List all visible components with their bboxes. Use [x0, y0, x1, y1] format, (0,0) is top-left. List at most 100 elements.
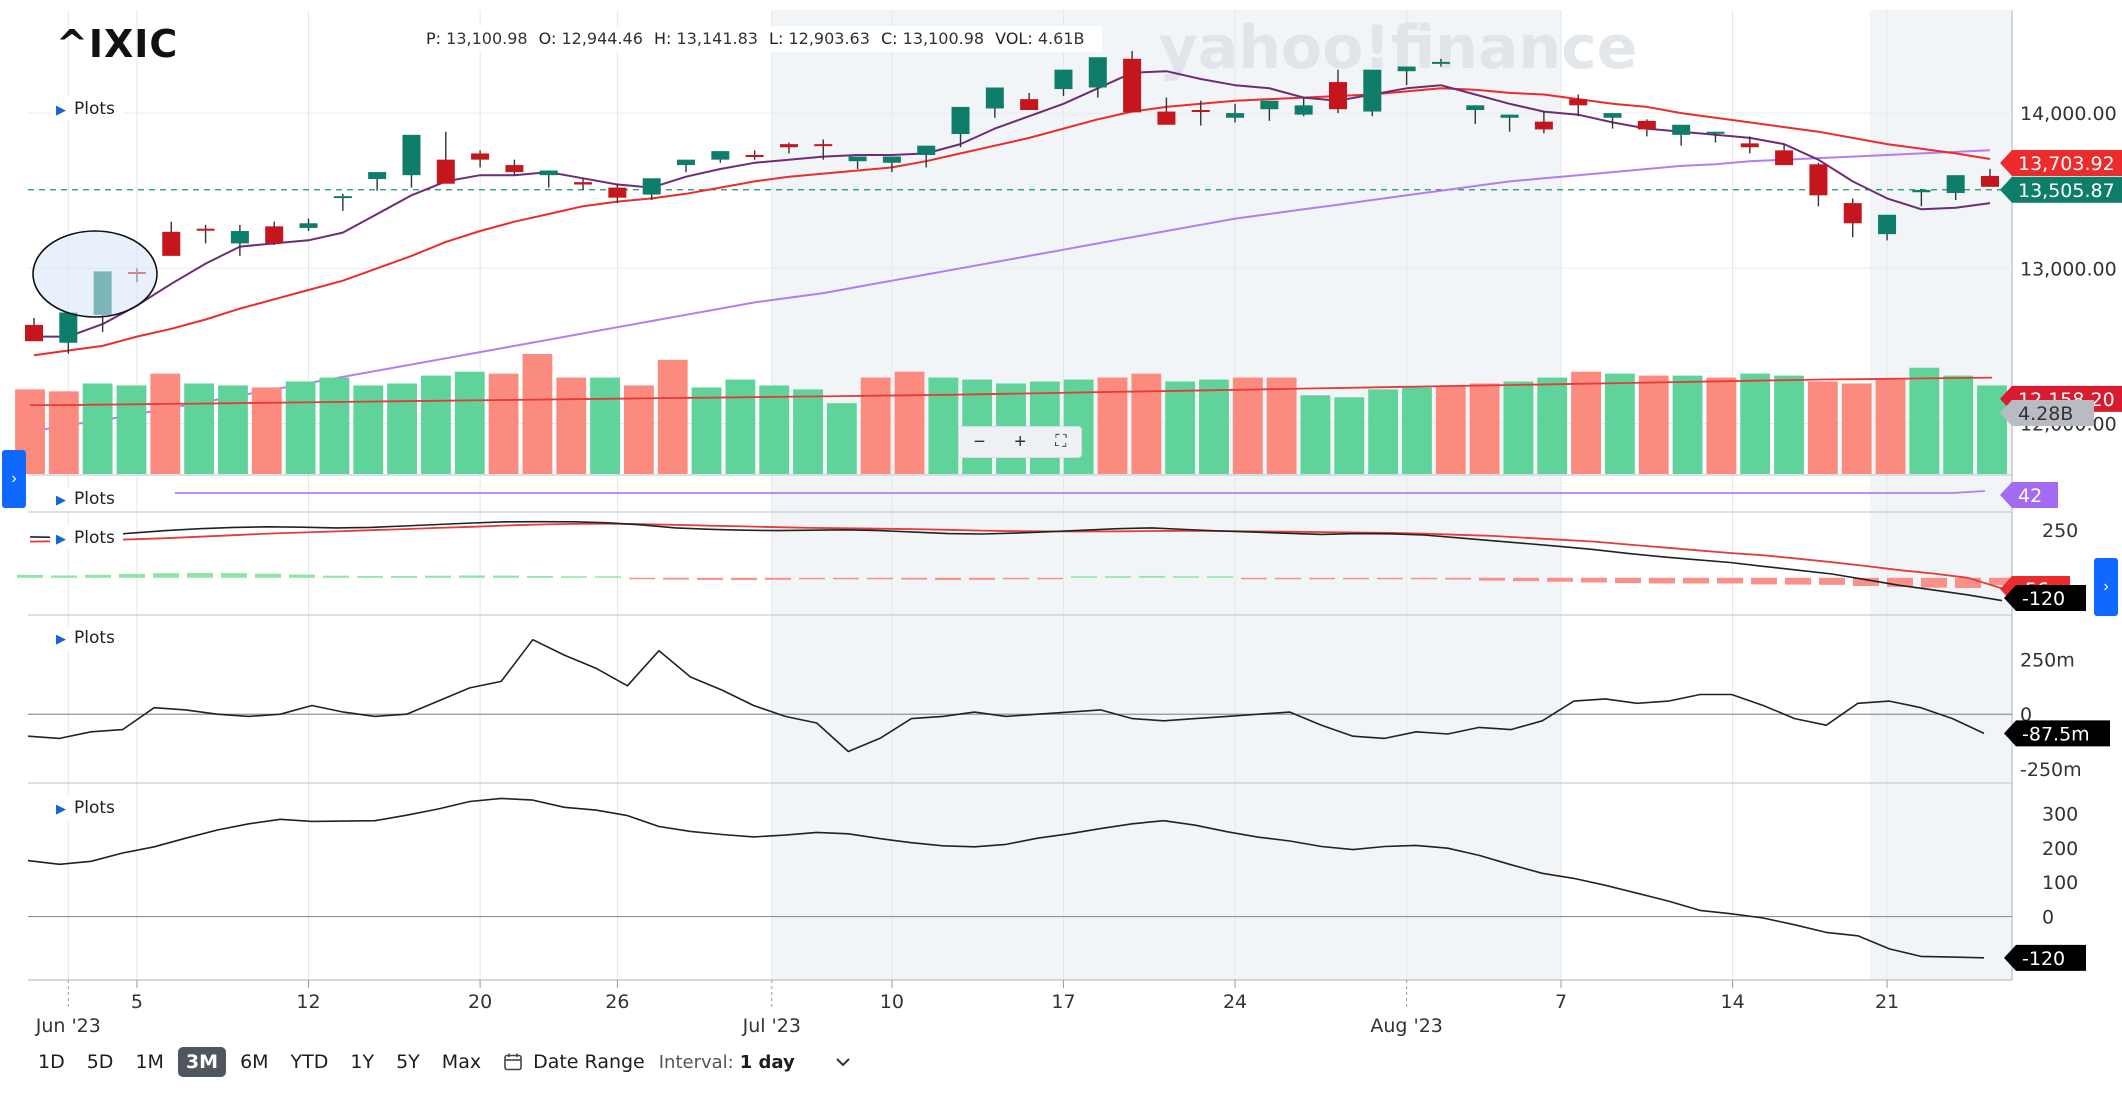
x-tick-label: 20	[468, 991, 492, 1013]
plots-toggle-main[interactable]: ▶ Plots	[50, 97, 123, 121]
plots-toggle-macd[interactable]: ▶ Plots	[50, 526, 123, 550]
candle-body	[1740, 143, 1759, 148]
macd-histogram-bar	[1547, 577, 1573, 582]
range-5d-button[interactable]: 5D	[86, 1051, 114, 1073]
range-5y-button[interactable]: 5Y	[396, 1051, 420, 1073]
candle-body	[779, 144, 798, 148]
candle-body	[1500, 114, 1519, 118]
macd-histogram-bar	[1955, 577, 1981, 589]
macd-histogram-bar	[255, 573, 281, 578]
candle-body	[985, 87, 1004, 109]
macd-histogram-bar	[153, 573, 179, 578]
candle	[436, 131, 455, 184]
indicator-badge-bg	[2000, 482, 2058, 508]
plots-toggle-ind1[interactable]: ▶ Plots	[50, 487, 123, 511]
moving-average-mid-line	[33, 87, 1991, 357]
volume-bar	[1604, 373, 1635, 474]
y-tick-label: -250m	[2020, 759, 2082, 781]
volume-badge-bg	[2000, 400, 2094, 426]
zoom-out-button[interactable]: −	[973, 430, 986, 453]
macd-badge-line: -120	[2022, 588, 2065, 610]
candle-body	[505, 165, 524, 173]
candle	[265, 221, 284, 245]
volume-bar	[860, 377, 891, 474]
candle	[368, 172, 387, 191]
macd-histogram-bar	[901, 577, 927, 580]
candle	[333, 193, 352, 211]
c-label: C:	[880, 29, 898, 48]
candle	[882, 156, 901, 173]
candle	[1637, 119, 1656, 137]
macd-histogram-bar	[1513, 577, 1539, 582]
price-badge-last-bg	[2000, 176, 2122, 203]
volume-bar	[1131, 373, 1162, 474]
x-tick-label: 12	[296, 991, 320, 1013]
o-label: O:	[538, 29, 557, 48]
fullscreen-icon[interactable]: ⛶	[1055, 433, 1067, 450]
range-ytd-button[interactable]: YTD	[290, 1051, 329, 1073]
macd-histogram-bar	[595, 576, 621, 578]
candle-body	[1809, 164, 1828, 196]
macd-histogram-bar	[1819, 577, 1845, 585]
candle	[608, 183, 627, 204]
p-value: 13,100.98	[446, 29, 528, 48]
c-value: 13,100.98	[902, 29, 985, 48]
volume-bar	[116, 385, 147, 474]
candle-body	[1260, 100, 1279, 110]
macd-histogram-bar	[1241, 577, 1267, 580]
ohlc-legend: P: 13,100.98 O: 12,944.46 H: 13,141.83 L…	[416, 26, 1103, 52]
x-tick-label: 14	[1721, 991, 1745, 1013]
macd-histogram-bar	[1139, 575, 1165, 578]
x-tick-label: 7	[1555, 991, 1567, 1013]
volume-bar	[1469, 383, 1500, 474]
month-band-aug-late	[1869, 10, 2012, 980]
left-panel-toggle[interactable]: ›	[2, 450, 26, 508]
candle	[196, 224, 215, 244]
interval-select[interactable]: Interval: 1 day	[659, 1052, 851, 1073]
candle-body	[1912, 189, 1931, 193]
candle	[59, 312, 78, 354]
range-1m-button[interactable]: 1M	[135, 1051, 164, 1073]
macd-histogram-bar	[85, 574, 111, 578]
month-band-july	[771, 10, 1562, 980]
candle-body	[230, 231, 249, 244]
macd-histogram-bar	[391, 575, 417, 578]
candle-body	[677, 159, 695, 166]
range-max-button[interactable]: Max	[441, 1051, 482, 1073]
zoom-in-button[interactable]: +	[1014, 430, 1027, 453]
oscillator-badge-bg	[2004, 720, 2110, 747]
macd-histogram-bar	[527, 576, 553, 578]
plots-toggle-osc2[interactable]: ▶ Plots	[50, 796, 123, 820]
plots-label: Plots	[74, 528, 115, 548]
candle-body	[848, 156, 867, 162]
candle-body	[1088, 57, 1107, 88]
plots-label: Plots	[74, 489, 115, 509]
chevron-right-icon: ›	[11, 470, 17, 487]
candle-body	[1706, 131, 1725, 134]
macd-histogram-bar	[1377, 577, 1403, 580]
candle	[1740, 136, 1759, 154]
volume-bar	[48, 391, 79, 474]
range-6m-button[interactable]: 6M	[240, 1051, 269, 1073]
range-1d-button[interactable]: 1D	[38, 1051, 65, 1073]
date-range-button[interactable]: Date Range	[503, 1051, 645, 1073]
range-3m-button[interactable]: 3M	[177, 1047, 227, 1077]
macd-histogram-bar	[425, 575, 451, 578]
macd-histogram-bar	[493, 575, 519, 578]
candle	[1157, 97, 1176, 125]
candle	[1946, 175, 1965, 200]
candle-body	[711, 151, 730, 160]
candle	[1981, 168, 1999, 187]
candle-body	[59, 312, 78, 343]
range-toolbar: 1D 5D 1M 3M 6M YTD 1Y 5Y Max Date Range …	[30, 1044, 851, 1080]
macd-histogram-bar	[799, 577, 825, 580]
plots-toggle-osc[interactable]: ▶ Plots	[50, 626, 123, 650]
volume-bar	[454, 371, 485, 474]
interval-value: 1 day	[739, 1051, 795, 1073]
macd-histogram-bar	[1445, 577, 1471, 580]
macd-histogram-bar	[1751, 577, 1777, 585]
right-panel-toggle[interactable]: ›	[2094, 558, 2118, 616]
range-1y-button[interactable]: 1Y	[350, 1051, 375, 1073]
